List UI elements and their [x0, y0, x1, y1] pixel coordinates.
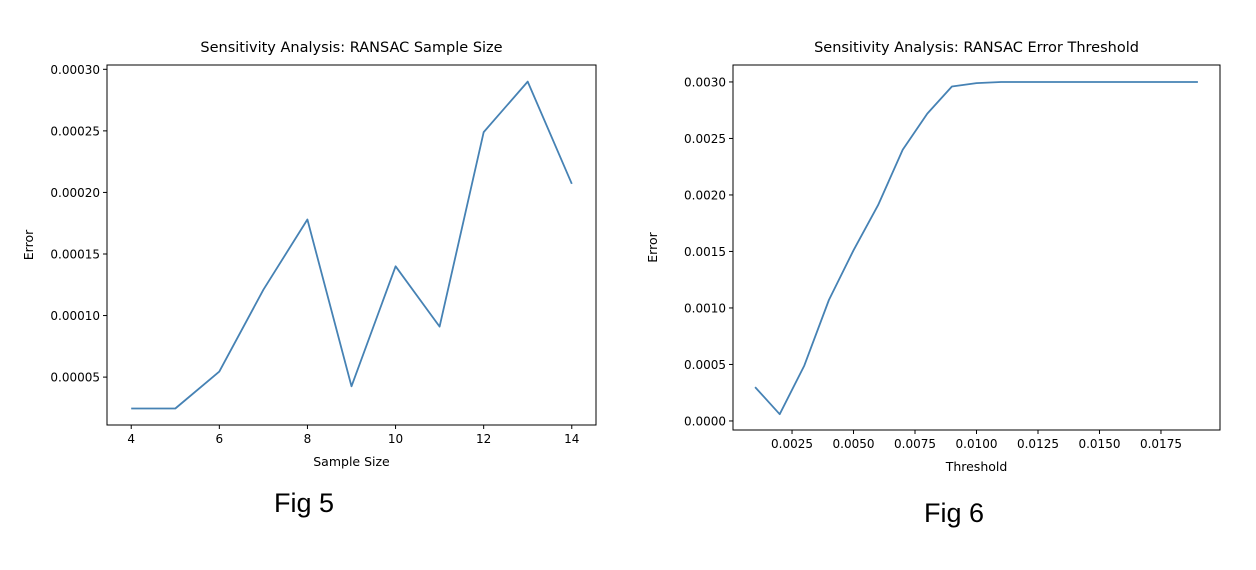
y-tick-label: 0.00025 [50, 124, 100, 138]
y-tick-label: 0.00010 [50, 309, 100, 323]
y-tick-label: 0.00020 [50, 186, 100, 200]
series-line [754, 81, 1198, 416]
x-tick-label: 6 [216, 432, 224, 446]
fig-6-caption: Fig 6 [924, 498, 985, 528]
x-tick-label: 0.0100 [956, 437, 998, 451]
x-tick-label: 0.0025 [771, 437, 813, 451]
x-tick-label: 0.0075 [894, 437, 936, 451]
x-tick-label: 4 [127, 432, 135, 446]
chart-sample-size: Sensitivity Analysis: RANSAC Sample Size… [21, 40, 597, 469]
plot-frame [732, 64, 1221, 431]
y-tick-label: 0.0020 [684, 188, 726, 202]
fig-5-caption: Fig 5 [274, 488, 335, 518]
x-tick-label: 8 [304, 432, 312, 446]
y-tick-label: 0.0025 [684, 132, 726, 146]
y-tick-label: 0.0005 [684, 358, 726, 372]
y-tick-label: 0.0030 [684, 75, 726, 89]
y-tick-label: 0.00005 [50, 371, 100, 385]
y-tick-label: 0.0000 [684, 414, 726, 428]
x-tick-label: 14 [564, 432, 579, 446]
y-axis-label: Error [21, 229, 36, 260]
y-tick-label: 0.0010 [684, 301, 726, 315]
chart-title: Sensitivity Analysis: RANSAC Sample Size [200, 40, 502, 56]
y-tick-label: 0.0015 [684, 245, 726, 259]
x-axis-label: Sample Size [313, 454, 390, 469]
y-tick-label: 0.00030 [50, 63, 100, 77]
x-axis-label: Threshold [945, 459, 1008, 474]
x-tick-label: 0.0125 [1017, 437, 1059, 451]
series-line [131, 80, 573, 410]
x-tick-label: 0.0150 [1078, 437, 1120, 451]
chart-title: Sensitivity Analysis: RANSAC Error Thres… [814, 40, 1139, 56]
chart-error-threshold: Sensitivity Analysis: RANSAC Error Thres… [645, 40, 1221, 474]
y-axis-label: Error [645, 231, 660, 262]
x-tick-label: 0.0175 [1140, 437, 1182, 451]
plot-frame [106, 64, 597, 426]
x-tick-label: 10 [388, 432, 403, 446]
x-tick-label: 12 [476, 432, 491, 446]
x-tick-label: 0.0050 [833, 437, 875, 451]
y-tick-label: 0.00015 [50, 247, 100, 261]
